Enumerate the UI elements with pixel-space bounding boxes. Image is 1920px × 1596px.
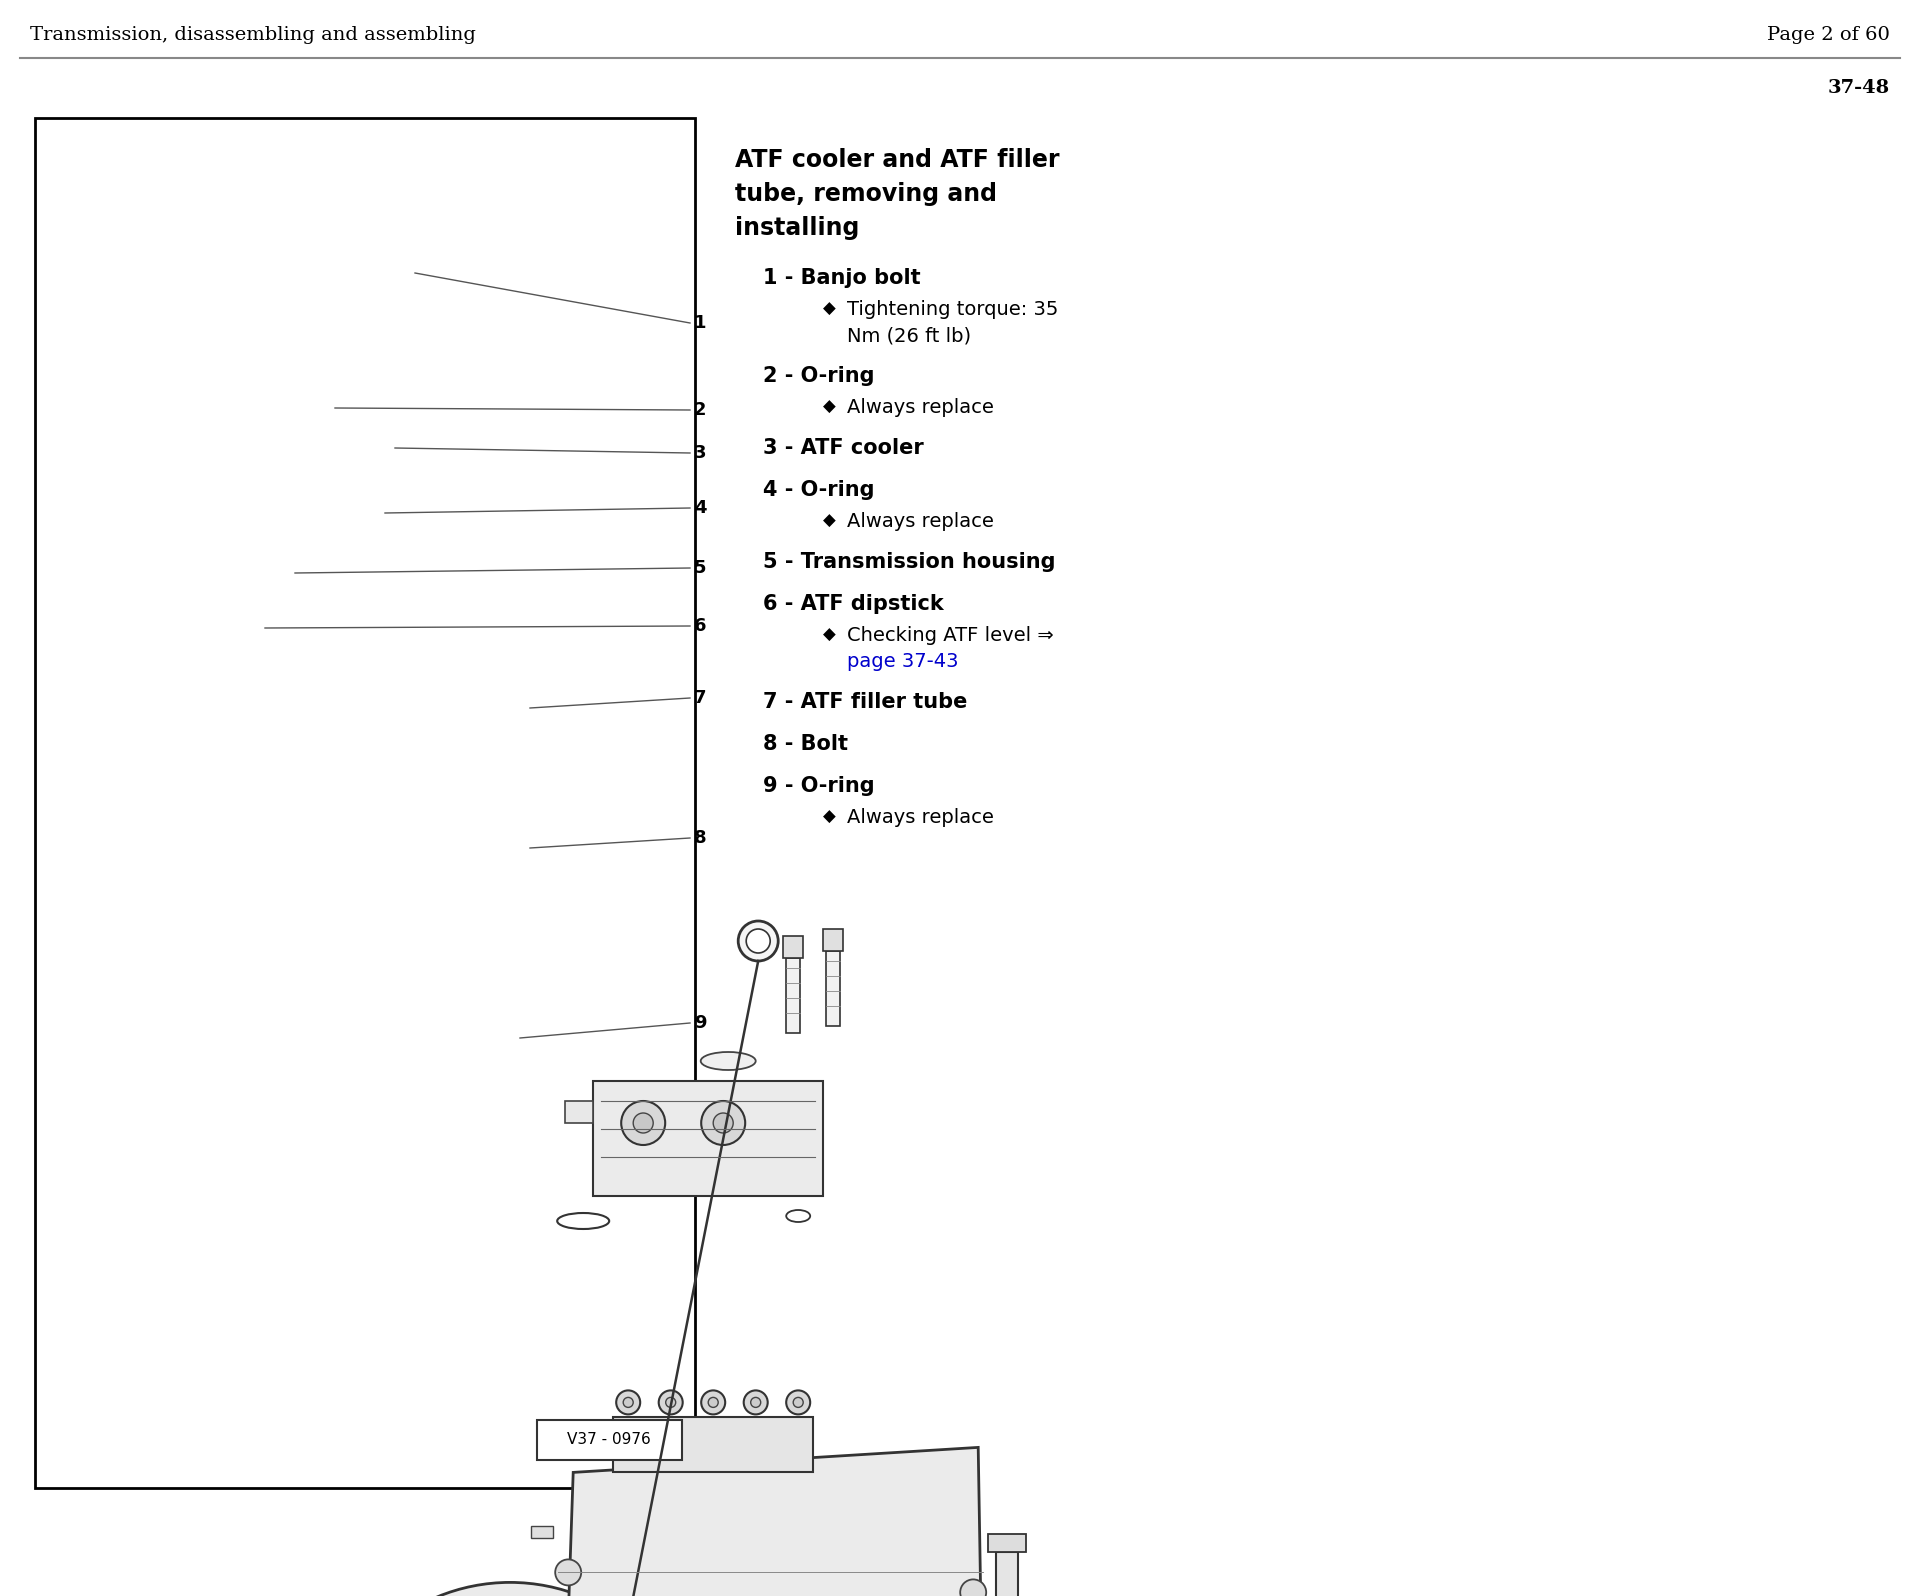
Circle shape: [747, 929, 770, 953]
Bar: [989, 1534, 1025, 1553]
Circle shape: [737, 921, 778, 961]
Circle shape: [616, 1390, 639, 1414]
Circle shape: [622, 1101, 664, 1144]
Text: 4: 4: [693, 500, 707, 517]
Text: Always replace: Always replace: [847, 512, 995, 531]
Circle shape: [701, 1390, 726, 1414]
Circle shape: [785, 1390, 810, 1414]
Circle shape: [321, 1582, 701, 1596]
Text: 6 - ATF dipstick: 6 - ATF dipstick: [762, 594, 945, 614]
Bar: [35, 118, 695, 1487]
Text: Page 2 of 60: Page 2 of 60: [1766, 26, 1889, 45]
Text: ◆: ◆: [824, 300, 835, 318]
Bar: [538, 1420, 682, 1460]
Circle shape: [708, 1398, 718, 1408]
Circle shape: [793, 1398, 803, 1408]
Text: 1 - Banjo bolt: 1 - Banjo bolt: [762, 268, 920, 287]
Text: ◆: ◆: [824, 626, 835, 645]
Text: Always replace: Always replace: [847, 397, 995, 417]
Bar: [826, 951, 841, 1026]
Text: 5: 5: [693, 559, 707, 578]
Text: 7: 7: [693, 689, 707, 707]
Text: Always replace: Always replace: [847, 808, 995, 827]
Text: V37 - 0976: V37 - 0976: [566, 1433, 651, 1448]
Text: 1: 1: [693, 314, 707, 332]
Bar: [532, 1526, 553, 1539]
Text: ◆: ◆: [824, 397, 835, 417]
Text: tube, removing and: tube, removing and: [735, 182, 996, 206]
Text: 2 - O-ring: 2 - O-ring: [762, 365, 874, 386]
Text: 3 - ATF cooler: 3 - ATF cooler: [762, 437, 924, 458]
Text: 8 - Bolt: 8 - Bolt: [762, 734, 849, 753]
Text: ◆: ◆: [824, 512, 835, 530]
Text: Nm (26 ft lb): Nm (26 ft lb): [847, 326, 972, 345]
Text: Tightening torque: 35: Tightening torque: 35: [847, 300, 1058, 319]
Text: 9 - O-ring: 9 - O-ring: [762, 776, 876, 796]
Circle shape: [751, 1398, 760, 1408]
Text: ◆: ◆: [824, 808, 835, 827]
Ellipse shape: [701, 1052, 756, 1069]
Circle shape: [701, 1101, 745, 1144]
Text: Transmission, disassembling and assembling: Transmission, disassembling and assembli…: [31, 26, 476, 45]
Circle shape: [712, 1112, 733, 1133]
Text: installing: installing: [735, 215, 860, 239]
Text: 9: 9: [693, 1013, 707, 1033]
Bar: [783, 935, 803, 958]
Circle shape: [960, 1580, 987, 1596]
Bar: [996, 1553, 1018, 1596]
Text: ATF cooler and ATF filler: ATF cooler and ATF filler: [735, 148, 1060, 172]
Bar: [785, 958, 801, 1033]
Text: 7 - ATF filler tube: 7 - ATF filler tube: [762, 693, 968, 712]
Text: 8: 8: [693, 828, 707, 847]
Circle shape: [624, 1398, 634, 1408]
Bar: [824, 929, 843, 951]
Polygon shape: [553, 1448, 989, 1596]
Text: 2: 2: [693, 401, 707, 420]
Text: page 37-43: page 37-43: [847, 653, 958, 670]
Bar: [564, 1101, 593, 1124]
Bar: [612, 1417, 814, 1473]
Circle shape: [634, 1112, 653, 1133]
Text: 37-48: 37-48: [1828, 78, 1889, 97]
Text: Checking ATF level ⇒: Checking ATF level ⇒: [847, 626, 1054, 645]
Text: 4 - O-ring: 4 - O-ring: [762, 480, 874, 500]
Text: 6: 6: [693, 618, 707, 635]
Circle shape: [743, 1390, 768, 1414]
Text: 5 - Transmission housing: 5 - Transmission housing: [762, 552, 1056, 571]
Circle shape: [666, 1398, 676, 1408]
Bar: [593, 1080, 824, 1195]
Text: 3: 3: [693, 444, 707, 461]
Circle shape: [555, 1559, 582, 1585]
Circle shape: [659, 1390, 684, 1414]
